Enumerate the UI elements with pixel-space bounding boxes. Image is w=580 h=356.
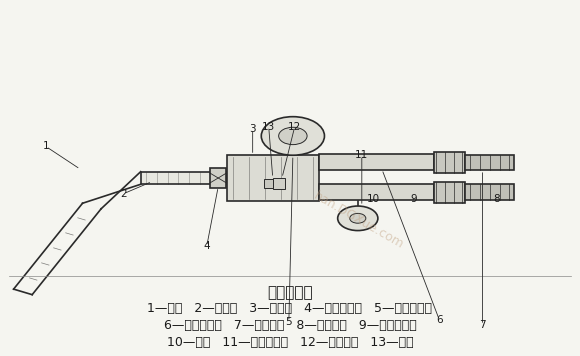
- Circle shape: [350, 213, 366, 223]
- Text: 9: 9: [410, 194, 417, 204]
- Bar: [434, 152, 465, 173]
- Text: 1: 1: [42, 141, 49, 151]
- Circle shape: [261, 117, 324, 155]
- Circle shape: [278, 127, 307, 145]
- Bar: [465, 155, 514, 170]
- Bar: [319, 155, 434, 170]
- Bar: [227, 155, 319, 201]
- Text: 5: 5: [285, 317, 292, 327]
- Text: 10: 10: [367, 194, 380, 204]
- Text: 7: 7: [479, 320, 486, 330]
- Text: 6: 6: [436, 315, 443, 325]
- Text: 13: 13: [262, 122, 276, 132]
- Text: 11: 11: [355, 150, 368, 160]
- Bar: [140, 172, 227, 184]
- Text: 3: 3: [249, 124, 256, 134]
- Circle shape: [338, 206, 378, 231]
- Bar: [465, 184, 514, 200]
- Text: han.DGXue.com: han.DGXue.com: [311, 189, 407, 251]
- Bar: [210, 168, 226, 188]
- Text: 12: 12: [288, 122, 301, 132]
- Text: 焊炬的构造: 焊炬的构造: [267, 285, 313, 300]
- Bar: [273, 178, 285, 189]
- Text: 6—乙炔进气管   7—乙炔接头   8—氧气接头   9—氧气进气管: 6—乙炔进气管 7—乙炔接头 8—氧气接头 9—氧气进气管: [164, 319, 416, 332]
- Bar: [319, 184, 434, 200]
- Text: 4: 4: [204, 241, 210, 251]
- Text: 1—焊嘴   2—混合管   3—射吸管   4—射吸管螺母   5—乙炔调节阀: 1—焊嘴 2—混合管 3—射吸管 4—射吸管螺母 5—乙炔调节阀: [147, 302, 433, 315]
- Text: 10—手柄   11—氧气调节阀   12—氧气阀针   13—喷嘴: 10—手柄 11—氧气调节阀 12—氧气阀针 13—喷嘴: [166, 336, 414, 349]
- Bar: [434, 182, 465, 203]
- Text: 8: 8: [494, 194, 500, 204]
- Bar: [264, 179, 273, 188]
- Text: 2: 2: [120, 189, 126, 199]
